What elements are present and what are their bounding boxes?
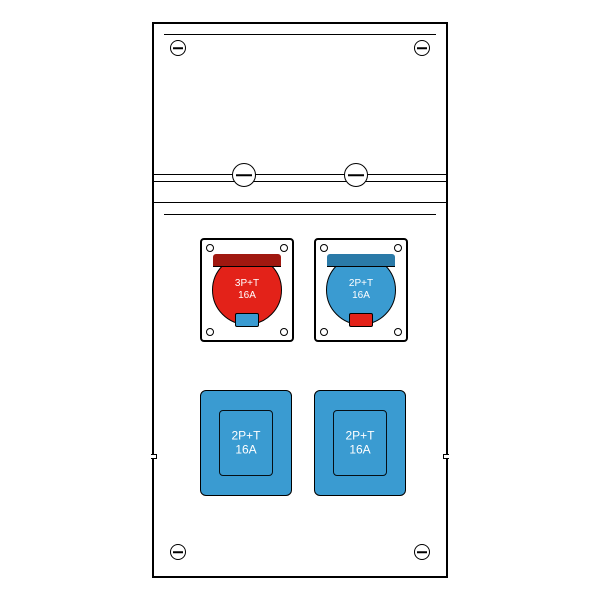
cee-socket-blue[interactable]: 2P+T 16A [326, 255, 396, 325]
rating-line: 3P+T [235, 278, 259, 289]
socket-hinge-icon [327, 254, 395, 267]
mount-hole-icon [320, 244, 328, 252]
mount-hole-icon [394, 244, 402, 252]
mount-hole-icon [206, 244, 214, 252]
socket-plate: 2P+T 16A [314, 238, 408, 342]
cover-divider [154, 174, 446, 182]
screw-icon [344, 163, 368, 187]
square-socket-blue[interactable]: 2P+T 16A [200, 390, 292, 496]
mount-hole-icon [280, 244, 288, 252]
lower-section-top [154, 202, 446, 203]
screw-icon [170, 40, 186, 56]
mount-hole-icon [206, 328, 214, 336]
mount-hole-icon [320, 328, 328, 336]
socket-lid-tab-icon [349, 313, 373, 327]
rating-line: 2P+T [349, 278, 373, 289]
mount-hole-icon [280, 328, 288, 336]
socket-lid-tab-icon [235, 313, 259, 327]
square-socket-blue[interactable]: 2P+T 16A [314, 390, 406, 496]
socket-inner-frame [333, 410, 387, 476]
mount-hole-icon [394, 328, 402, 336]
screw-icon [170, 544, 186, 560]
screw-icon [414, 544, 430, 560]
socket-plate: 3P+T 16A [200, 238, 294, 342]
distribution-panel: 3P+T 16A 2P+T 16A 2P+T 16A [152, 22, 448, 578]
socket-rating-label: 3P+T 16A [213, 278, 281, 302]
socket-rating-label: 2P+T 16A [327, 278, 395, 302]
rating-line: 16A [238, 290, 256, 301]
rating-line: 16A [352, 290, 370, 301]
screw-icon [414, 40, 430, 56]
screw-icon [232, 163, 256, 187]
socket-inner-frame [219, 410, 273, 476]
cover-inner-top [164, 34, 436, 35]
panel-notch [151, 454, 157, 459]
socket-hinge-icon [213, 254, 281, 267]
cee-socket-red[interactable]: 3P+T 16A [212, 255, 282, 325]
panel-notch [443, 454, 449, 459]
lower-section-inner [164, 214, 436, 215]
